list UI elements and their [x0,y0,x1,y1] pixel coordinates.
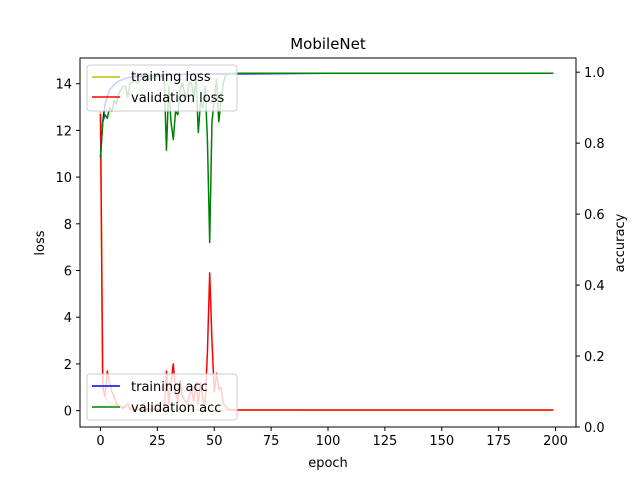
x-tick-label: 100 [316,434,341,449]
y-tick-label: 2 [64,358,72,373]
y2-tick-label: 1.0 [584,66,605,81]
y-tick-label: 4 [64,311,72,326]
x-tick-label: 150 [429,434,454,449]
x-tick-label: 25 [149,434,166,449]
y2-tick-label: 0.2 [584,350,605,365]
y-tick-label: 0 [64,405,72,420]
legend-loss: training loss validation loss [86,64,238,112]
chart-title: MobileNet [290,35,366,53]
legend-label-training-loss: training loss [131,70,211,85]
y2-tick-label: 0.6 [584,208,605,223]
left-axis-ticks: 0 2 4 6 8 10 12 14 [55,78,80,420]
y2-tick-label: 0.8 [584,137,605,152]
y-tick-label: 10 [55,171,72,186]
y2-tick-label: 0.4 [584,279,605,294]
y2-axis-label: accuracy [613,213,628,272]
x-tick-label: 0 [96,434,104,449]
legend-label-validation-acc: validation acc [131,401,221,416]
right-axis-ticks: 0.0 0.2 0.4 0.6 0.8 1.0 [576,66,605,436]
x-tick-label: 200 [543,434,568,449]
legend-loss-box [86,64,238,112]
x-tick-label: 50 [206,434,223,449]
legend-label-training-acc: training acc [131,380,208,395]
legend-acc-box [86,373,238,421]
y-tick-label: 14 [55,78,72,93]
legend-acc: training acc validation acc [86,373,238,421]
y-axis-label: loss [33,230,48,255]
y-tick-label: 12 [55,124,72,139]
y2-tick-label: 0.0 [584,421,605,436]
x-tick-label: 175 [486,434,511,449]
x-axis-ticks: 0 25 50 75 100 125 150 175 200 [96,427,568,449]
x-tick-label: 125 [372,434,397,449]
y-tick-label: 6 [64,265,72,280]
x-tick-label: 75 [263,434,280,449]
x-axis-label: epoch [308,456,348,471]
plot-frame [79,57,577,428]
y-tick-label: 8 [64,218,72,233]
legend-label-validation-loss: validation loss [131,91,224,106]
